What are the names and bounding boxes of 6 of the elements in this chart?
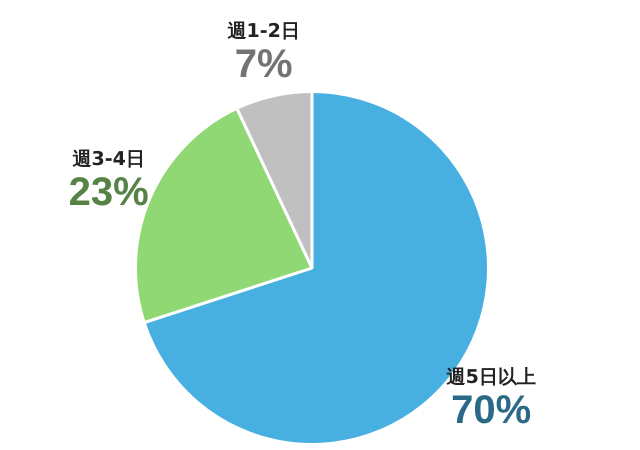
slice-label: 週1-2日: [226, 20, 300, 42]
slice-label: 週3-4日: [72, 148, 145, 170]
slice-label: 週5日以上: [446, 366, 536, 388]
data-label: 70%: [451, 388, 532, 432]
data-label: 7%: [234, 42, 293, 86]
data-label: 23%: [68, 170, 149, 214]
